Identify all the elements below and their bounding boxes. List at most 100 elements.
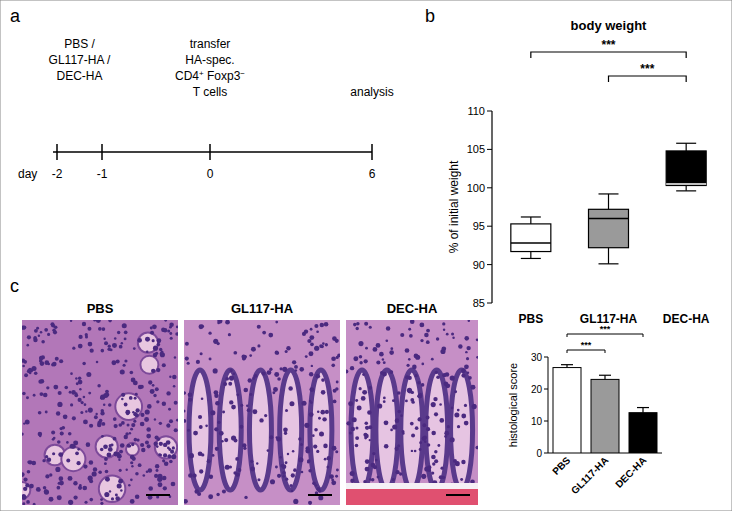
nucleus — [23, 478, 27, 482]
nucleus — [28, 368, 32, 372]
nucleus — [240, 404, 243, 407]
nucleus — [103, 403, 105, 405]
event-label: transfer — [190, 37, 231, 51]
nucleus — [464, 404, 467, 407]
nucleus — [282, 475, 285, 478]
nucleus — [421, 474, 426, 479]
nucleus — [439, 418, 444, 423]
nucleus — [76, 461, 80, 465]
timeline-tick — [209, 144, 211, 160]
nucleus — [152, 324, 157, 329]
nucleus — [304, 329, 308, 333]
nucleus — [335, 450, 338, 453]
nucleus — [154, 418, 156, 420]
nucleus — [108, 345, 111, 348]
nucleus — [44, 490, 49, 495]
nucleus — [128, 484, 131, 487]
nucleus — [56, 411, 60, 415]
nucleus — [408, 328, 411, 331]
nucleus — [25, 483, 29, 487]
nucleus — [124, 331, 128, 335]
nucleus — [313, 444, 317, 448]
nucleus — [324, 322, 329, 327]
nucleus — [43, 486, 47, 490]
nucleus — [369, 478, 371, 480]
timeline-axis — [53, 151, 372, 153]
nucleus — [140, 413, 144, 417]
nucleus — [137, 338, 142, 343]
significance-bracket — [531, 52, 686, 58]
significance-label: *** — [600, 324, 611, 334]
nucleus — [475, 446, 478, 450]
nucleus — [153, 394, 156, 397]
nucleus — [157, 437, 160, 440]
crypt — [401, 370, 423, 490]
nucleus — [163, 453, 167, 457]
nucleus — [166, 391, 170, 395]
nucleus — [282, 471, 286, 475]
nucleus — [458, 344, 462, 348]
nucleus — [309, 372, 313, 376]
crypt — [451, 370, 473, 490]
box-marks — [511, 143, 706, 264]
nucleus — [364, 322, 368, 326]
nucleus — [293, 468, 297, 472]
y-axis-label: % of initial weight — [447, 160, 461, 253]
nucleus — [101, 349, 105, 353]
nucleus — [447, 425, 450, 428]
y-tick-label: 105 — [467, 143, 485, 155]
box — [511, 224, 551, 252]
nucleus — [319, 344, 323, 348]
nucleus — [101, 435, 104, 438]
nucleus — [250, 466, 255, 471]
nucleus — [231, 405, 236, 410]
crypt — [249, 370, 271, 490]
nucleus — [83, 419, 88, 424]
nucleus — [417, 395, 419, 397]
nucleus — [45, 411, 48, 414]
nucleus — [150, 389, 155, 394]
nucleus — [324, 458, 327, 461]
nucleus — [221, 440, 224, 443]
nucleus — [241, 355, 245, 359]
y-tick-label: 95 — [473, 220, 485, 232]
nucleus — [114, 337, 117, 340]
nucleus — [209, 475, 213, 479]
nucleus — [434, 459, 438, 463]
nucleus — [59, 359, 63, 363]
scale-bar — [146, 494, 170, 496]
nucleus — [57, 486, 61, 490]
nucleus — [337, 354, 340, 358]
y-tick — [487, 303, 492, 304]
panel-label: c — [10, 276, 19, 296]
nucleus — [163, 486, 167, 490]
nucleus — [174, 356, 176, 358]
nucleus — [78, 486, 82, 490]
nucleus — [427, 443, 431, 447]
nucleus — [431, 431, 436, 436]
nucleus — [207, 459, 211, 463]
significance-label: *** — [581, 340, 592, 350]
nucleus — [295, 369, 298, 372]
nucleus — [198, 415, 202, 419]
crypt — [351, 370, 373, 490]
panel-label: b — [425, 6, 435, 26]
nucleus — [473, 404, 476, 407]
nucleus — [364, 434, 368, 438]
nucleus — [97, 384, 100, 387]
nucleus — [148, 380, 152, 384]
nucleus — [185, 356, 189, 360]
nucleus — [52, 329, 56, 333]
nucleus — [138, 463, 142, 467]
nucleus — [311, 365, 313, 367]
nucleus — [384, 420, 389, 425]
nucleus — [320, 323, 324, 327]
day-label: -2 — [52, 167, 63, 181]
nucleus — [52, 452, 55, 455]
nucleus — [89, 498, 93, 502]
nucleus — [23, 422, 25, 424]
y-tick-label: 0 — [536, 448, 542, 459]
nucleus — [248, 378, 253, 383]
gland — [99, 475, 126, 502]
nucleus — [40, 331, 43, 334]
